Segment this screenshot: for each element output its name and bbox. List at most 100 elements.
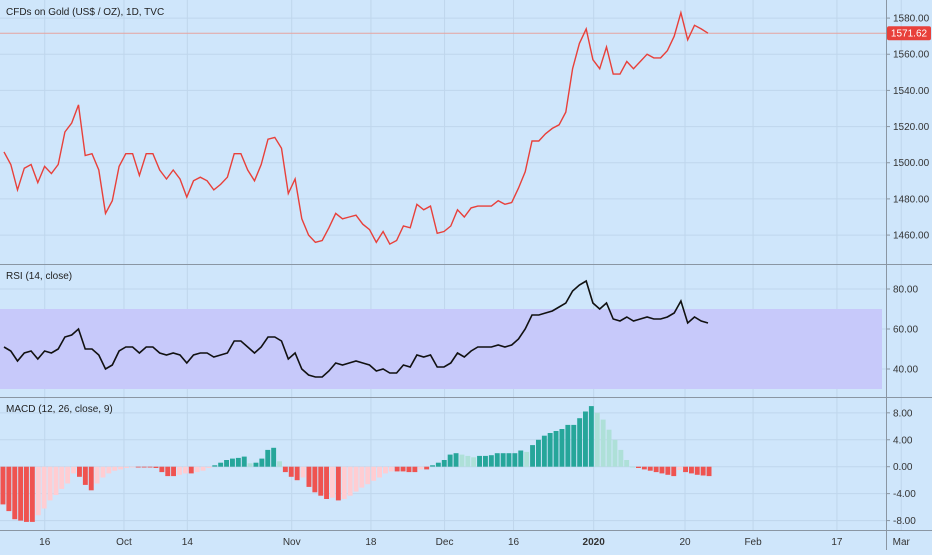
macd-bar <box>647 466 653 471</box>
macd-bar <box>441 460 447 467</box>
macd-bar <box>35 466 41 516</box>
macd-bar <box>106 466 112 474</box>
macd-bar <box>618 449 624 467</box>
x-tick-label: Mar <box>893 537 911 548</box>
macd-bar <box>388 466 394 472</box>
macd-bar <box>194 466 200 473</box>
macd-bar <box>159 466 165 473</box>
macd-bar <box>182 466 188 474</box>
macd-bar <box>612 439 618 467</box>
macd-bar <box>200 466 206 471</box>
macd-bar <box>400 466 406 472</box>
macd-bar <box>130 466 135 468</box>
y-tick-label: 1480.00 <box>893 194 930 205</box>
macd-bar <box>447 454 453 467</box>
macd-bar <box>188 466 194 474</box>
macd-bar <box>147 466 153 468</box>
price-pane[interactable]: CFDs on Gold (US$ / OZ), 1D, TVC <box>0 7 886 246</box>
macd-bar <box>424 466 430 470</box>
macd-bar <box>583 411 588 467</box>
macd-bar <box>218 462 224 467</box>
macd-bar <box>641 466 647 470</box>
x-tick-label: 16 <box>39 537 51 548</box>
time-axis[interactable]: 16 Oct 14 Nov 18 Dec 16 2020 20 Feb 17 Mar <box>39 537 910 548</box>
macd-bar <box>700 466 706 476</box>
macd-bar <box>624 460 630 467</box>
macd-bar <box>488 455 494 467</box>
x-tick-label: 18 <box>365 537 377 548</box>
price-axis[interactable]: 1460.00 1480.00 1500.00 1520.00 1540.00 1560.… <box>886 14 930 527</box>
macd-bar <box>294 466 300 481</box>
macd-bar <box>671 466 677 477</box>
macd-bar <box>306 466 312 487</box>
y-tick-label: 4.00 <box>893 435 913 446</box>
x-tick-label: 14 <box>182 537 194 548</box>
last-price-label-bg <box>887 26 931 41</box>
macd-bar <box>312 466 318 493</box>
last-price-tag: 1571.62 <box>887 26 931 41</box>
macd-bar <box>82 466 88 485</box>
macd-bar <box>29 466 35 522</box>
macd-bar <box>636 466 641 468</box>
x-tick-label: 20 <box>679 537 691 548</box>
y-tick-label: 1560.00 <box>893 50 930 61</box>
macd-bar <box>659 466 665 474</box>
x-tick-label: 2020 <box>583 537 606 548</box>
macd-bar <box>694 466 700 475</box>
macd-bar <box>341 466 347 499</box>
y-tick-label: 1520.00 <box>893 122 930 133</box>
macd-bar <box>665 466 671 475</box>
macd-bar <box>71 466 76 474</box>
macd-bar <box>112 466 118 471</box>
macd-bar <box>365 466 371 485</box>
y-tick-label: 40.00 <box>893 365 918 376</box>
x-tick-label: Nov <box>283 537 301 548</box>
macd-bar <box>371 466 377 481</box>
y-tick-label: -8.00 <box>893 516 916 527</box>
macd-bar <box>541 435 547 467</box>
macd-bar <box>359 466 365 488</box>
macd-bar <box>212 465 218 467</box>
rsi-series-line <box>3 279 709 378</box>
y-tick-label: 1460.00 <box>893 231 930 242</box>
x-tick-label: 17 <box>831 537 843 548</box>
macd-bar <box>706 466 712 477</box>
macd-bar <box>282 466 288 473</box>
macd-pane[interactable]: MACD (12, 26, close, 9) <box>0 404 712 522</box>
macd-bar <box>141 466 147 468</box>
macd-bar <box>547 433 553 467</box>
macd-bar <box>559 429 565 467</box>
macd-bar <box>330 466 335 498</box>
macd-bar <box>59 466 65 489</box>
y-tick-label: -4.00 <box>893 489 916 500</box>
y-tick-label: 1540.00 <box>893 86 930 97</box>
macd-bar <box>165 466 171 477</box>
macd-bar <box>206 466 212 468</box>
macd-bar <box>18 466 24 521</box>
macd-bar <box>6 466 12 512</box>
macd-bar <box>171 466 176 477</box>
macd-bar <box>606 429 612 467</box>
x-tick-label: Dec <box>436 537 454 548</box>
macd-bar <box>247 463 253 467</box>
macd-bar <box>65 466 71 484</box>
x-tick-label: Oct <box>116 537 132 548</box>
macd-bar <box>88 466 94 491</box>
macd-bar <box>459 454 465 467</box>
macd-bar <box>124 466 129 468</box>
macd-bar <box>347 466 353 496</box>
macd-bar <box>153 466 159 468</box>
macd-bar <box>435 462 441 467</box>
macd-bar <box>335 466 341 501</box>
macd-bar <box>565 424 571 467</box>
rsi-pane[interactable]: RSI (14, close) <box>0 271 882 389</box>
macd-bar <box>318 466 324 496</box>
macd-bar <box>94 466 100 484</box>
macd-bar <box>47 466 53 501</box>
last-price-label: 1571.62 <box>891 29 928 40</box>
macd-bar <box>512 453 518 467</box>
macd-bar <box>477 455 482 467</box>
